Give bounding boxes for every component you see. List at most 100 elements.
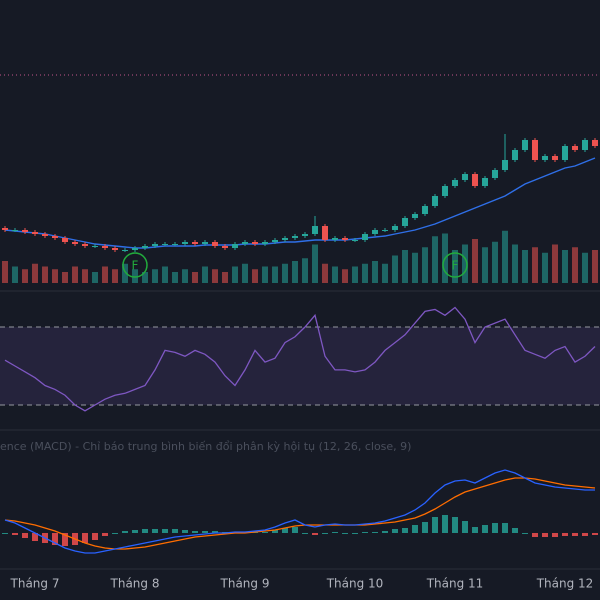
rsi-band xyxy=(0,327,600,405)
x-tick-label: Tháng 8 xyxy=(110,577,160,591)
candle-body xyxy=(332,238,338,240)
candle-body xyxy=(562,146,568,160)
volume-bar xyxy=(472,239,478,283)
macd-histogram-bar xyxy=(182,530,188,533)
volume-bar xyxy=(2,261,8,283)
candle-body xyxy=(82,244,88,246)
candle-body xyxy=(52,236,58,238)
candle-body xyxy=(442,186,448,196)
candle-body xyxy=(372,230,378,234)
volume-bar xyxy=(32,263,38,283)
candle-body xyxy=(242,242,248,244)
candle-body xyxy=(2,228,8,230)
volume-bar xyxy=(342,269,348,283)
macd-panel xyxy=(2,469,598,554)
macd-histogram-bar xyxy=(442,515,448,533)
macd-histogram-bar xyxy=(162,529,168,533)
candle-body xyxy=(152,244,158,246)
macd-histogram-bar xyxy=(452,517,458,533)
candle-body xyxy=(212,242,218,246)
macd-histogram-bar xyxy=(332,532,338,533)
macd-histogram-bar xyxy=(472,527,478,533)
candle-body xyxy=(472,174,478,186)
candle-body xyxy=(182,242,188,244)
candle-body xyxy=(292,236,298,238)
macd-histogram-bar xyxy=(312,533,318,535)
macd-histogram-bar xyxy=(342,533,348,534)
macd-histogram-bar xyxy=(522,533,528,534)
macd-histogram-bar xyxy=(52,533,58,545)
macd-histogram-bar xyxy=(412,525,418,533)
candle-body xyxy=(112,248,118,250)
candle-body xyxy=(72,242,78,244)
macd-histogram-bar xyxy=(582,533,588,536)
event-marker xyxy=(442,252,468,278)
candle-body xyxy=(392,226,398,230)
macd-histogram-bar xyxy=(362,532,368,533)
macd-histogram-bar xyxy=(82,533,88,543)
candle-body xyxy=(202,242,208,244)
macd-histogram-bar xyxy=(532,533,538,537)
candle-body xyxy=(262,242,268,244)
volume-bar xyxy=(522,250,528,283)
macd-histogram-bar xyxy=(112,533,118,534)
volume-bar xyxy=(212,269,218,283)
macd-histogram-bar xyxy=(542,533,548,537)
candle-body xyxy=(492,170,498,178)
event-label: F xyxy=(132,259,139,273)
macd-line xyxy=(4,469,595,554)
volume-bar xyxy=(92,272,98,283)
x-tick-label: Tháng 9 xyxy=(220,577,270,591)
macd-histogram-bar xyxy=(382,531,388,533)
candle-body xyxy=(512,150,518,160)
candle-body xyxy=(522,140,528,150)
candle-body xyxy=(432,196,438,206)
volume-bar xyxy=(142,272,148,283)
candle-body xyxy=(12,230,18,231)
candle-body xyxy=(92,246,98,247)
volume-bar xyxy=(332,266,338,283)
volume-bar xyxy=(72,266,78,283)
macd-histogram-bar xyxy=(482,525,488,533)
volume-bar xyxy=(162,266,168,283)
volume-bar xyxy=(292,261,298,283)
macd-histogram-bar xyxy=(212,531,218,533)
candle-body xyxy=(172,244,178,245)
macd-histogram-bar xyxy=(172,529,178,533)
volume-bar xyxy=(52,269,58,283)
volume-bar xyxy=(462,244,468,283)
volume-bar xyxy=(272,266,278,283)
candle-body xyxy=(462,174,468,180)
volume-bar xyxy=(492,241,498,283)
candle-body xyxy=(572,146,578,150)
macd-histogram-bar xyxy=(302,533,308,534)
macd-histogram-bar xyxy=(92,533,98,540)
candle-body xyxy=(542,156,548,160)
candle-body xyxy=(382,230,388,231)
volume-bar xyxy=(122,263,128,283)
x-tick-label: Tháng 11 xyxy=(426,577,484,591)
volume-bar xyxy=(502,230,508,283)
macd-histogram-bar xyxy=(272,530,278,533)
macd-histogram-bar xyxy=(152,529,158,533)
x-tick-label: Tháng 12 xyxy=(536,577,594,591)
candle-body xyxy=(592,140,598,146)
volume-bar xyxy=(562,250,568,283)
macd-histogram-bar xyxy=(142,529,148,533)
candle-body xyxy=(322,226,328,240)
candle-body xyxy=(62,238,68,242)
volume-bar xyxy=(412,252,418,283)
candle-body xyxy=(102,246,108,248)
volume-bar xyxy=(552,244,558,283)
macd-histogram-bar xyxy=(202,531,208,533)
macd-histogram-bar xyxy=(512,528,518,533)
candle-body xyxy=(272,240,278,242)
volume-bar xyxy=(252,269,258,283)
volume-bar xyxy=(42,266,48,283)
volume-bar xyxy=(302,258,308,283)
volume-bar xyxy=(572,247,578,283)
macd-histogram-bar xyxy=(492,523,498,533)
candle-body xyxy=(362,234,368,240)
